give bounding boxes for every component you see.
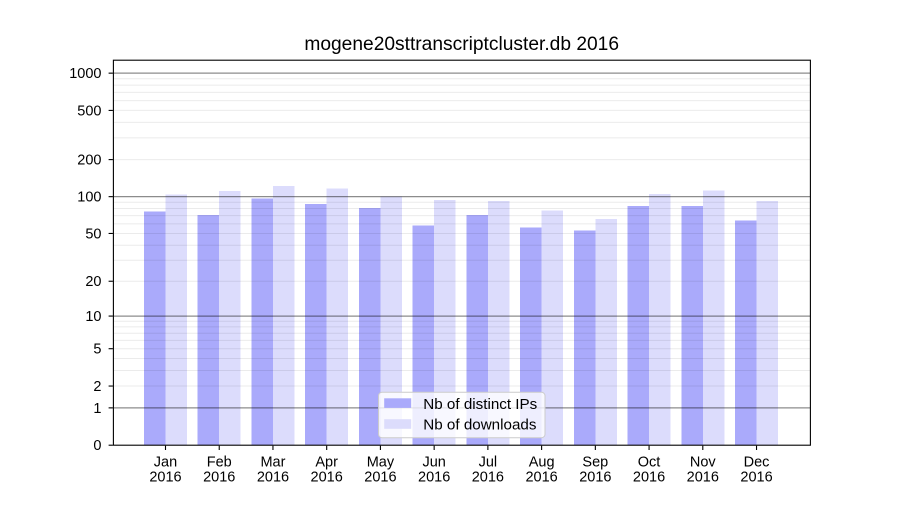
svg-text:2016: 2016 bbox=[203, 469, 235, 485]
svg-text:2016: 2016 bbox=[149, 469, 181, 485]
svg-text:20: 20 bbox=[85, 274, 101, 290]
svg-text:50: 50 bbox=[85, 226, 101, 242]
svg-text:100: 100 bbox=[77, 190, 101, 206]
svg-text:Aug: Aug bbox=[529, 455, 555, 471]
svg-text:Jul: Jul bbox=[479, 455, 498, 471]
svg-text:Nb of distinct IPs: Nb of distinct IPs bbox=[423, 396, 537, 413]
svg-text:2016: 2016 bbox=[311, 469, 343, 485]
svg-text:2016: 2016 bbox=[579, 469, 611, 485]
svg-text:Nb of downloads: Nb of downloads bbox=[423, 417, 537, 434]
svg-text:Feb: Feb bbox=[207, 455, 232, 471]
svg-text:2016: 2016 bbox=[525, 469, 557, 485]
svg-text:2016: 2016 bbox=[472, 469, 504, 485]
svg-text:10: 10 bbox=[85, 309, 101, 325]
svg-text:1: 1 bbox=[93, 401, 101, 417]
svg-text:Mar: Mar bbox=[260, 455, 285, 471]
svg-text:Oct: Oct bbox=[638, 455, 661, 471]
svg-text:May: May bbox=[367, 455, 395, 471]
svg-text:0: 0 bbox=[93, 438, 101, 454]
svg-text:Apr: Apr bbox=[315, 455, 338, 471]
svg-text:2016: 2016 bbox=[418, 469, 450, 485]
svg-text:2016: 2016 bbox=[740, 469, 772, 485]
svg-text:2016: 2016 bbox=[687, 469, 719, 485]
svg-text:Jun: Jun bbox=[422, 455, 445, 471]
svg-text:200: 200 bbox=[77, 153, 101, 169]
svg-text:Sep: Sep bbox=[582, 455, 608, 471]
svg-text:Jan: Jan bbox=[154, 455, 177, 471]
svg-text:2016: 2016 bbox=[257, 469, 289, 485]
svg-text:2016: 2016 bbox=[364, 469, 396, 485]
svg-text:mogene20sttranscriptcluster.db: mogene20sttranscriptcluster.db 2016 bbox=[304, 34, 619, 55]
svg-text:1000: 1000 bbox=[69, 66, 101, 82]
svg-text:Nov: Nov bbox=[690, 455, 717, 471]
svg-text:Dec: Dec bbox=[744, 455, 770, 471]
svg-text:500: 500 bbox=[77, 103, 101, 119]
svg-text:2: 2 bbox=[93, 379, 101, 395]
svg-text:2016: 2016 bbox=[633, 469, 665, 485]
svg-text:5: 5 bbox=[93, 342, 101, 358]
